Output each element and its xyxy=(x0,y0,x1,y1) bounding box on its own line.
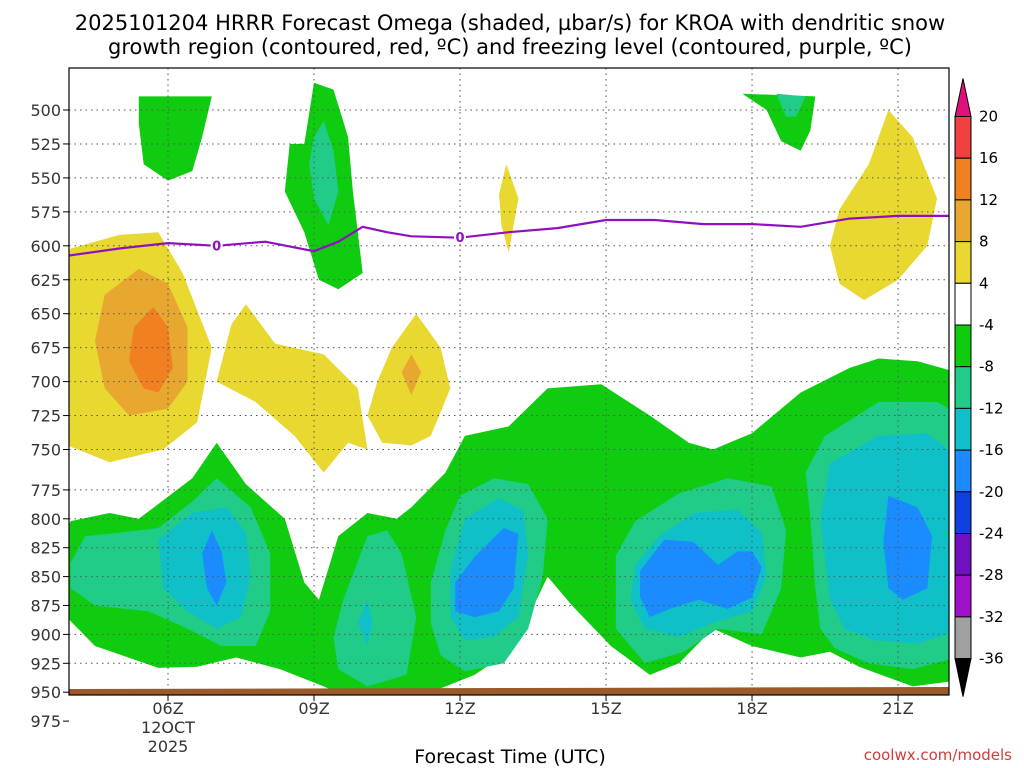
y-tick-label: 700 xyxy=(30,373,61,392)
colorbar-tick-label: -36 xyxy=(979,650,1004,668)
colorbar-segment xyxy=(954,616,972,660)
colorbar-tick-label: -28 xyxy=(979,566,1004,584)
x-tick-label: 21Z xyxy=(882,699,913,718)
surface-strip xyxy=(69,687,949,695)
y-tick-label: 600 xyxy=(30,237,61,256)
colorbar-segment xyxy=(954,199,972,243)
colorbar-tick-label: 16 xyxy=(979,149,998,167)
y-tick-label: 925 xyxy=(30,654,61,673)
y-axis-pressure: 500 525 550 575 600 625 650 675 700 725 750 775 800 8… xyxy=(30,101,69,731)
y-tick-label: 850 xyxy=(30,568,61,587)
colorbar-segment xyxy=(954,407,972,451)
freezing-label-bg xyxy=(210,237,223,252)
x-tick-label: 12Z xyxy=(444,699,475,718)
colorbar-segment xyxy=(954,116,972,159)
y-tick-label: 900 xyxy=(30,625,61,644)
x-tick-label: 18Z xyxy=(736,699,767,718)
omega-region-24 xyxy=(640,539,762,618)
omega-region-18 xyxy=(357,599,373,646)
y-tick-label: 625 xyxy=(30,271,61,290)
colorbar-segment xyxy=(954,324,972,368)
colorbar-tick-label: 4 xyxy=(979,274,989,292)
omega-region-4 xyxy=(776,93,806,117)
y-tick-label: 500 xyxy=(30,101,61,120)
omega-region-10 xyxy=(401,354,422,396)
x-axis-label: Forecast Time (UTC) xyxy=(414,746,605,768)
y-tick-label: 675 xyxy=(30,339,61,358)
y-tick-label: 875 xyxy=(30,597,61,616)
y-tick-label: 950 xyxy=(30,683,61,702)
date-label-year: 2025 xyxy=(148,737,189,756)
colorbar-segment xyxy=(954,241,972,284)
omega-shaded-regions xyxy=(69,82,949,695)
y-tick-label: 775 xyxy=(30,481,61,500)
date-label-day: 12OCT xyxy=(141,718,195,737)
y-tick-label: 825 xyxy=(30,539,61,558)
colorbar-tick-label: -4 xyxy=(979,316,994,334)
y-tick-label: 550 xyxy=(30,169,61,188)
y-tick-label: 975 xyxy=(30,712,61,731)
colorbar-segment xyxy=(954,157,972,201)
colorbar-tick-label: 20 xyxy=(979,108,998,126)
omega-region-7 xyxy=(129,306,173,393)
y-tick-label: 650 xyxy=(30,305,61,324)
colorbar-tick-label: -8 xyxy=(979,358,994,376)
x-tick-label: 06Z xyxy=(152,699,183,718)
colorbar-segment xyxy=(954,449,972,493)
x-axis-time: 06Z 09Z 12Z 15Z 18Z 21Z xyxy=(152,695,914,718)
colorbar-tick-label: -20 xyxy=(979,483,1004,501)
colorbar-tick-label: -16 xyxy=(979,441,1004,459)
omega-region-8 xyxy=(216,304,368,473)
colorbar-tick-label: 8 xyxy=(979,233,989,251)
omega-region-16 xyxy=(202,530,227,606)
ground-surface xyxy=(69,687,949,695)
y-tick-label: 575 xyxy=(30,203,61,222)
colorbar-under-arrow xyxy=(954,658,972,697)
chart-title-line-1: 2025101204 HRRR Forecast Omega (shaded, … xyxy=(75,11,945,35)
colorbar-tick-label: 12 xyxy=(979,191,998,209)
credit-text: coolwx.com/models xyxy=(864,746,1012,764)
omega-region-17 xyxy=(333,530,417,687)
chart-title: 2025101204 HRRR Forecast Omega (shaded, … xyxy=(75,11,945,59)
omega-region-2 xyxy=(309,120,339,226)
colorbar-segment xyxy=(954,366,972,409)
colorbar-segment xyxy=(954,574,972,618)
y-tick-label: 750 xyxy=(30,441,61,460)
freezing-level-label: 0 xyxy=(212,239,221,254)
colorbar-segment xyxy=(954,491,972,534)
x-tick-label: 09Z xyxy=(298,699,329,718)
freezing-level-contour: 00 xyxy=(69,214,949,257)
omega-region-21 xyxy=(455,528,519,618)
omega-region-0 xyxy=(138,96,212,181)
colorbar-tick-label: -12 xyxy=(979,399,1004,417)
colorbar-segment xyxy=(954,282,972,326)
colorbar-tick-label: -32 xyxy=(979,608,1004,626)
y-tick-label: 800 xyxy=(30,510,61,529)
freezing-level-label: 0 xyxy=(455,231,464,246)
y-tick-label: 525 xyxy=(30,135,61,154)
omega-region-11 xyxy=(499,164,519,253)
y-tick-label: 725 xyxy=(30,407,61,426)
colorbar-over-arrow xyxy=(954,78,972,117)
freezing-label-bg xyxy=(454,229,467,244)
colorbar-legend: 20 16 12 8 4 -4 -8 -12 -16 -20 -24 -28 -32 -36 xyxy=(954,78,1004,697)
omega-region-27 xyxy=(883,495,933,600)
gridlines xyxy=(69,68,949,695)
x-tick-label: 15Z xyxy=(590,699,621,718)
chart-title-line-2: growth region (contoured, red, ºC) and f… xyxy=(108,35,912,59)
colorbar-segment xyxy=(954,533,972,576)
omega-region-12 xyxy=(829,110,937,301)
colorbar-tick-label: -24 xyxy=(979,525,1004,543)
